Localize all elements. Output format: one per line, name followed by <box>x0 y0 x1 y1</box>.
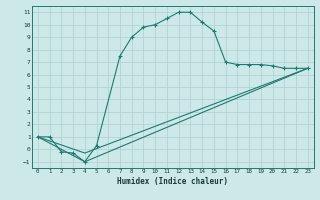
X-axis label: Humidex (Indice chaleur): Humidex (Indice chaleur) <box>117 177 228 186</box>
